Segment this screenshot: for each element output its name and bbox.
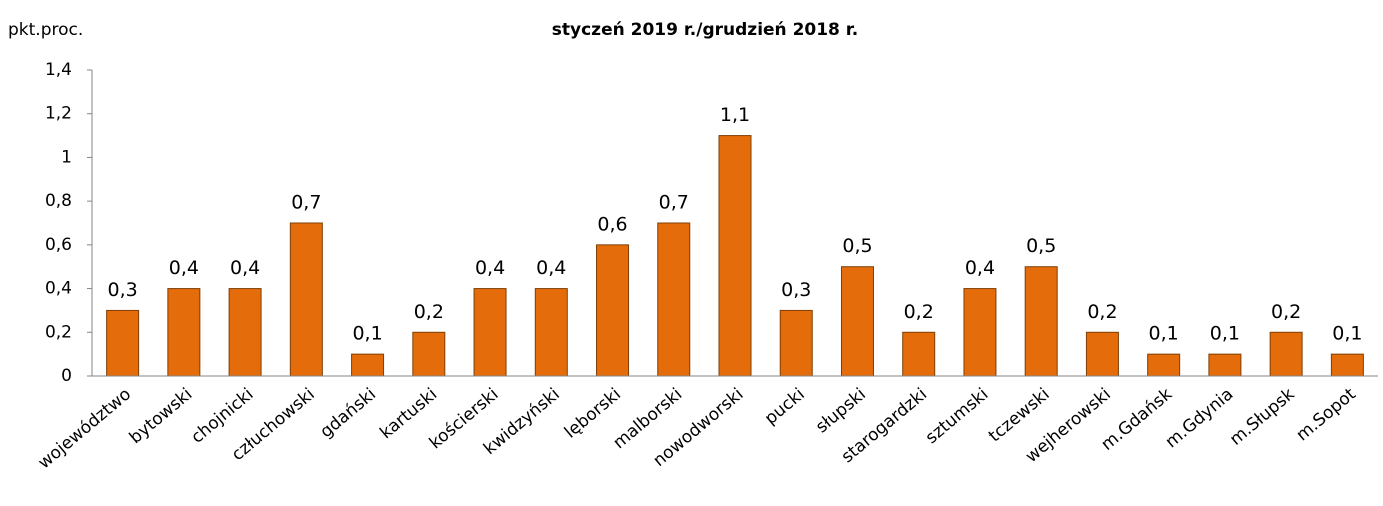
chart-title: styczeń 2019 r./grudzień 2018 r. (552, 20, 858, 40)
data-label: 0,2 (1271, 301, 1301, 323)
data-label: 0,4 (475, 257, 505, 279)
data-label: 0,2 (904, 301, 934, 323)
data-label: 0,7 (291, 192, 321, 214)
data-label: 0,6 (597, 213, 627, 235)
x-tick-label: gdański (316, 384, 380, 442)
data-label: 0,3 (108, 279, 138, 301)
y-tick-label: 1,4 (45, 60, 72, 80)
x-tick-label: sztumski (922, 384, 992, 448)
data-label: 0,4 (965, 257, 995, 279)
data-label: 0,5 (842, 235, 872, 257)
bar (657, 222, 691, 377)
bar (289, 222, 323, 377)
x-tick-label: województwo (34, 384, 135, 473)
data-label: 0,4 (536, 257, 566, 279)
bar (167, 288, 201, 377)
bar (412, 331, 446, 377)
bar (473, 288, 507, 377)
y-tick-label: 0,6 (45, 235, 72, 255)
bar (1208, 353, 1242, 377)
bar (840, 266, 874, 377)
y-tick-label: 0 (61, 366, 72, 386)
data-label: 0,4 (169, 257, 199, 279)
x-tick-label: m.Słupsk (1226, 384, 1299, 449)
bar (1085, 331, 1119, 377)
y-tick-label: 0,8 (45, 191, 72, 211)
bar (106, 309, 140, 377)
x-tick-label: m.Gdynia (1162, 384, 1238, 452)
bar (718, 135, 752, 377)
y-tick-label: 1 (61, 147, 72, 167)
y-axis-label: pkt.proc. (8, 20, 83, 40)
bar (963, 288, 997, 377)
bar (779, 309, 813, 377)
data-label: 0,1 (1210, 323, 1240, 345)
bar (1024, 266, 1058, 377)
x-tick-label: słupski (812, 384, 870, 437)
data-label: 0,5 (1026, 235, 1056, 257)
x-tick-label: m.Sopot (1293, 384, 1361, 445)
bar (1269, 331, 1303, 377)
bar (1147, 353, 1181, 377)
data-label: 0,7 (659, 192, 689, 214)
bar (534, 288, 568, 377)
y-tick-label: 0,4 (45, 279, 72, 299)
data-label: 0,1 (352, 323, 382, 345)
y-tick-label: 0,2 (45, 322, 72, 342)
data-label: 0,1 (1149, 323, 1179, 345)
bar (596, 244, 630, 377)
x-tick-label: pucki (761, 384, 809, 429)
data-label: 0,4 (230, 257, 260, 279)
data-label: 0,1 (1332, 323, 1362, 345)
bar (902, 331, 936, 377)
y-tick-label: 1,2 (45, 104, 72, 124)
data-label: 0,3 (781, 279, 811, 301)
data-label: 0,2 (414, 301, 444, 323)
data-label: 0,2 (1087, 301, 1117, 323)
bar (228, 288, 262, 377)
bar (351, 353, 385, 377)
bar (1330, 353, 1364, 377)
x-tick-label: bytowski (126, 384, 197, 448)
data-label: 1,1 (720, 104, 750, 126)
